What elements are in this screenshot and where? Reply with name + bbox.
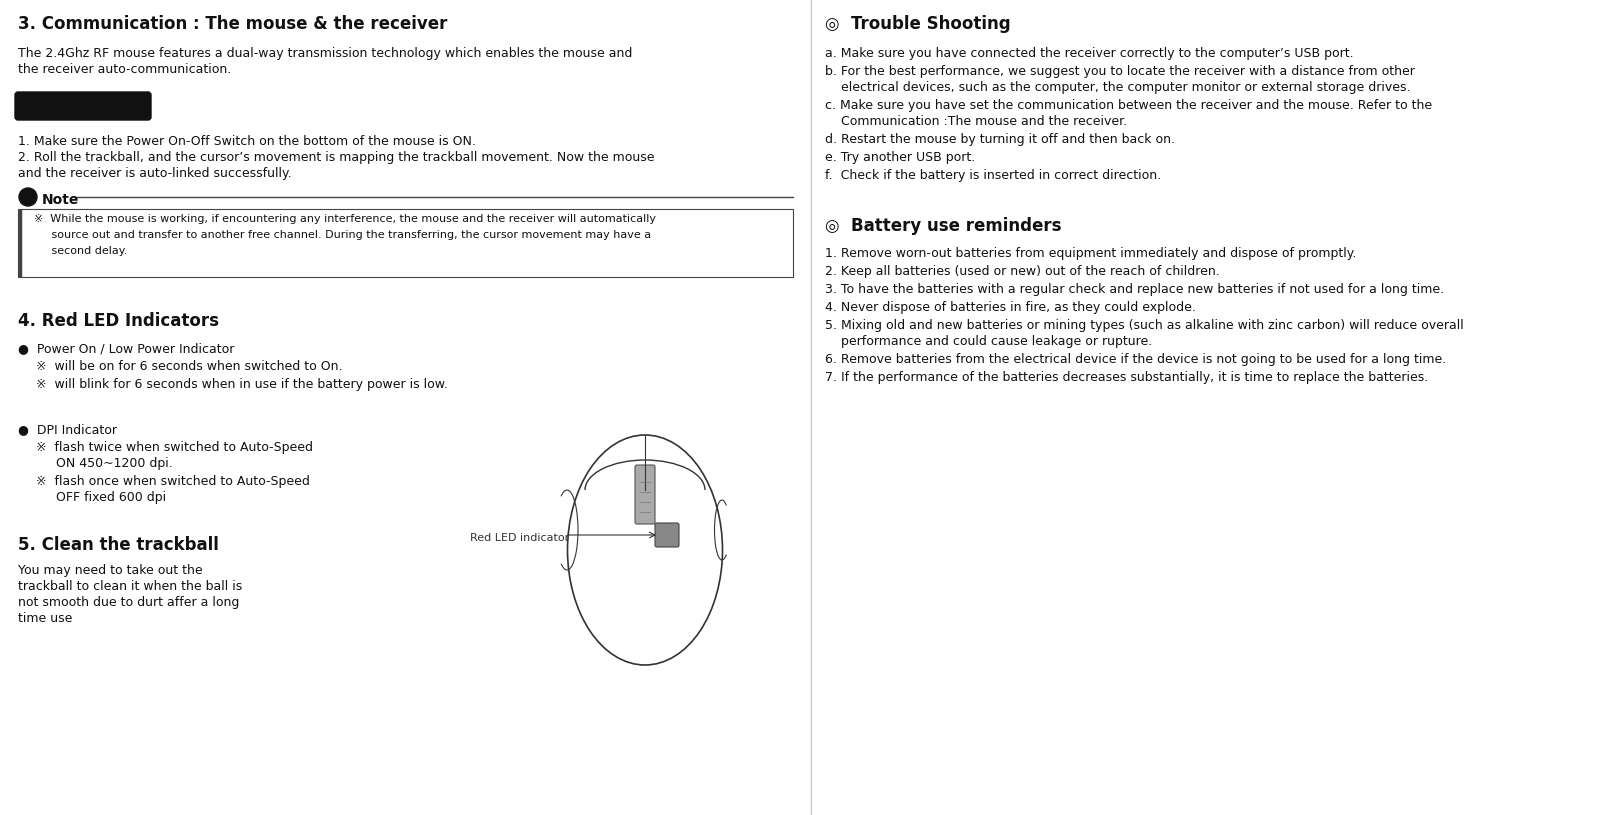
Text: Communication :The mouse and the receiver.: Communication :The mouse and the receive… [825, 115, 1127, 128]
Text: e. Try another USB port.: e. Try another USB port. [825, 151, 975, 164]
Text: not smooth due to durt affer a long: not smooth due to durt affer a long [18, 596, 239, 609]
Text: electrical devices, such as the computer, the computer monitor or external stora: electrical devices, such as the computer… [825, 81, 1410, 94]
Text: ◎  Battery use reminders: ◎ Battery use reminders [825, 217, 1061, 235]
FancyBboxPatch shape [655, 523, 679, 547]
Text: ※  flash once when switched to Auto-Speed: ※ flash once when switched to Auto-Speed [36, 475, 310, 488]
Text: second delay.: second delay. [34, 246, 128, 256]
Text: 6. Remove batteries from the electrical device if the device is not going to be : 6. Remove batteries from the electrical … [825, 353, 1446, 366]
Text: Red LED indicator: Red LED indicator [471, 533, 569, 543]
Text: time use: time use [18, 612, 73, 625]
Text: Note: Note [42, 193, 79, 207]
Text: the receiver auto-communication.: the receiver auto-communication. [18, 63, 231, 76]
Text: f.  Check if the battery is inserted in correct direction.: f. Check if the battery is inserted in c… [825, 169, 1161, 182]
Text: ※  will be on for 6 seconds when switched to On.: ※ will be on for 6 seconds when switched… [36, 360, 343, 373]
Text: ※  flash twice when switched to Auto-Speed: ※ flash twice when switched to Auto-Spee… [36, 441, 314, 454]
Text: trackball to clean it when the ball is: trackball to clean it when the ball is [18, 580, 243, 593]
FancyBboxPatch shape [18, 209, 792, 277]
Text: ※  While the mouse is working, if encountering any interference, the mouse and t: ※ While the mouse is working, if encount… [34, 214, 657, 224]
Text: 5. Mixing old and new batteries or mining types (such as alkaline with zinc carb: 5. Mixing old and new batteries or minin… [825, 319, 1463, 332]
Text: You may need to take out the: You may need to take out the [18, 564, 202, 577]
Text: source out and transfer to another free channel. During the transferring, the cu: source out and transfer to another free … [34, 230, 652, 240]
Text: 3. To have the batteries with a regular check and replace new batteries if not u: 3. To have the batteries with a regular … [825, 283, 1444, 296]
Text: ●  DPI Indicator: ● DPI Indicator [18, 423, 116, 436]
Text: 1. Make sure the Power On-Off Switch on the bottom of the mouse is ON.: 1. Make sure the Power On-Off Switch on … [18, 135, 475, 148]
Text: c. Make sure you have set the communication between the receiver and the mouse. : c. Make sure you have set the communicat… [825, 99, 1433, 112]
Text: 4. Never dispose of batteries in fire, as they could explode.: 4. Never dispose of batteries in fire, a… [825, 301, 1197, 314]
FancyBboxPatch shape [15, 92, 150, 120]
Text: OFF fixed 600 dpi: OFF fixed 600 dpi [36, 491, 167, 504]
Text: ON 450~1200 dpi.: ON 450~1200 dpi. [36, 457, 173, 470]
Text: a. Make sure you have connected the receiver correctly to the computer’s USB por: a. Make sure you have connected the rece… [825, 47, 1353, 60]
Text: and the receiver is auto-linked successfully.: and the receiver is auto-linked successf… [18, 167, 291, 180]
Text: ◎  Trouble Shooting: ◎ Trouble Shooting [825, 15, 1011, 33]
Text: 7. If the performance of the batteries decreases substantially, it is time to re: 7. If the performance of the batteries d… [825, 371, 1428, 384]
Text: 2. Roll the trackball, and the cursor’s movement is mapping the trackball moveme: 2. Roll the trackball, and the cursor’s … [18, 151, 655, 164]
Text: ●  Power On / Low Power Indicator: ● Power On / Low Power Indicator [18, 342, 234, 355]
Text: 2. Keep all batteries (used or new) out of the reach of children.: 2. Keep all batteries (used or new) out … [825, 265, 1219, 278]
Text: 4. Red LED Indicators: 4. Red LED Indicators [18, 312, 218, 330]
Text: i: i [26, 191, 29, 201]
Circle shape [19, 188, 37, 206]
Text: 3. Communication : The mouse & the receiver: 3. Communication : The mouse & the recei… [18, 15, 448, 33]
Text: 5. Clean the trackball: 5. Clean the trackball [18, 536, 218, 554]
Text: 1. Remove worn-out batteries from equipment immediately and dispose of promptly.: 1. Remove worn-out batteries from equipm… [825, 247, 1357, 260]
Text: performance and could cause leakage or rupture.: performance and could cause leakage or r… [825, 335, 1153, 348]
Text: b. For the best performance, we suggest you to locate the receiver with a distan: b. For the best performance, we suggest … [825, 65, 1415, 78]
Text: The 2.4Ghz RF mouse features a dual-way transmission technology which enables th: The 2.4Ghz RF mouse features a dual-way … [18, 47, 632, 60]
Text: d. Restart the mouse by turning it off and then back on.: d. Restart the mouse by turning it off a… [825, 133, 1176, 146]
Text: Auto-link mode: Auto-link mode [29, 99, 137, 112]
Text: ※  will blink for 6 seconds when in use if the battery power is low.: ※ will blink for 6 seconds when in use i… [36, 378, 448, 391]
FancyBboxPatch shape [635, 465, 655, 524]
